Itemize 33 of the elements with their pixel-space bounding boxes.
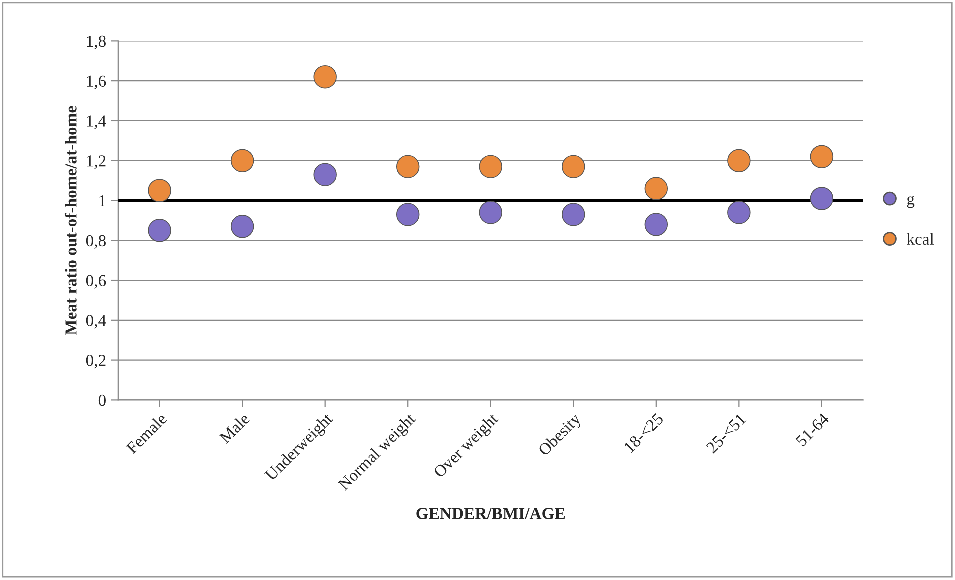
y-tick-label: 0,6 (86, 275, 106, 289)
point (314, 163, 337, 186)
legend-label: kcal (906, 233, 934, 246)
point (728, 201, 751, 224)
point (396, 155, 420, 178)
x-axis-title: GENDER/BMI/AGE (416, 508, 566, 520)
y-tick-label: 1,8 (87, 36, 106, 50)
point (562, 155, 586, 178)
point (644, 177, 668, 200)
y-tick-label: 0,2 (86, 355, 106, 369)
point (314, 65, 337, 89)
y-tick-label: 0,4 (86, 315, 106, 329)
point (230, 215, 254, 238)
y-tick-label: 1,2 (87, 156, 106, 170)
point (728, 149, 751, 172)
point (230, 149, 254, 172)
y-tick-label: 0,8 (86, 235, 106, 249)
point (479, 201, 502, 224)
point (479, 155, 502, 178)
legend-label: g (907, 196, 915, 208)
y-axis-title: Meat ratio out-of-home/at-home (64, 106, 77, 336)
y-tick-label: 1,6 (87, 76, 106, 90)
x-tick-label: Male (218, 412, 250, 444)
y-tick-label: 1,4 (87, 116, 106, 130)
point (810, 145, 834, 168)
point (644, 213, 668, 236)
y-tick-label: 1 (100, 196, 106, 207)
point (396, 203, 420, 226)
point (810, 187, 834, 210)
point (148, 179, 172, 202)
y-tick-label: 0 (98, 394, 106, 406)
point (148, 219, 172, 242)
point (562, 203, 586, 226)
